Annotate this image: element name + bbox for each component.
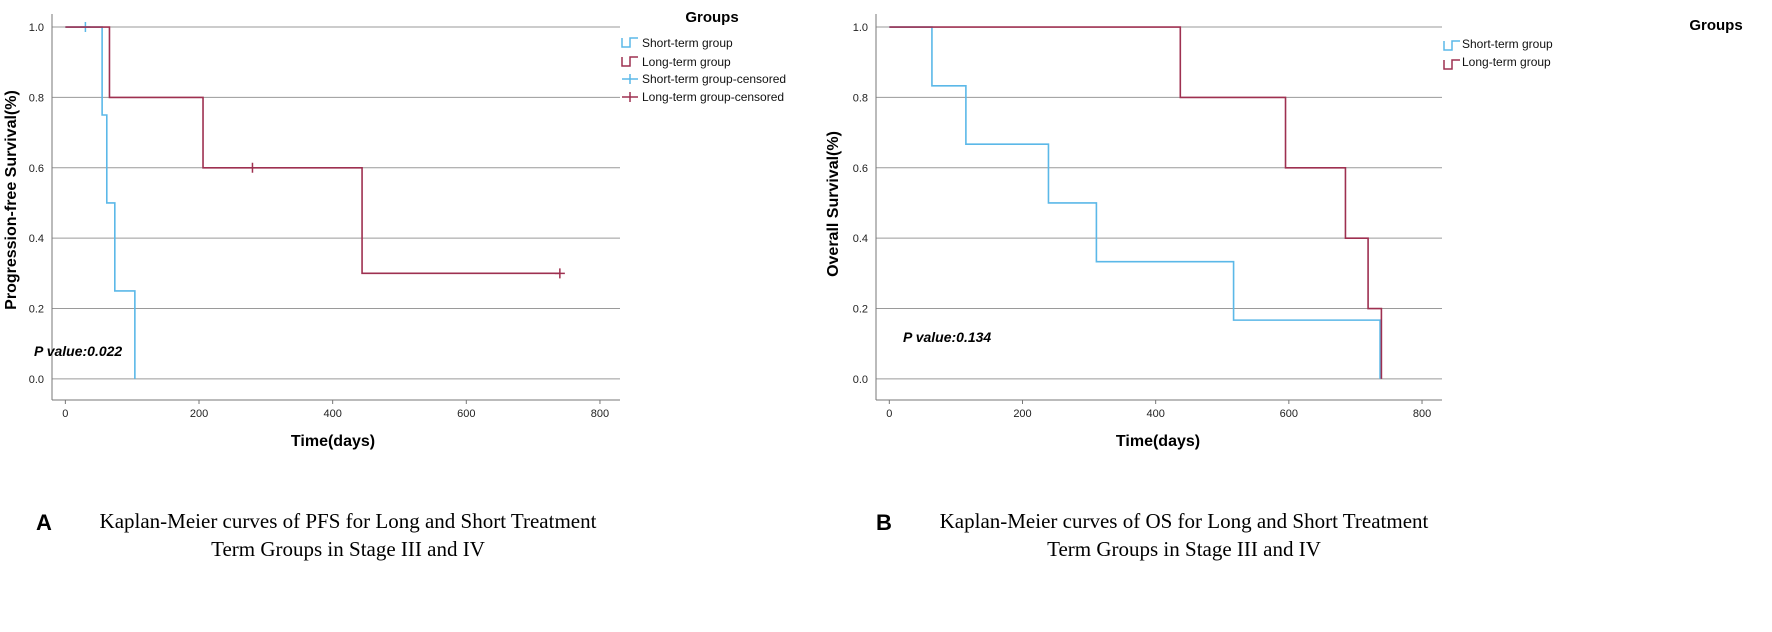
panel-b-x-tick-label: 600 (1280, 408, 1298, 420)
panel-b-y-tick-label: 1.0 (853, 22, 868, 34)
panel-b-y-tick-label: 0.0 (853, 374, 868, 386)
panel-a-caption-line-1: Kaplan-Meier curves of PFS for Long and … (100, 509, 597, 533)
panel-b-axes: 0.0 0.2 0.4 0.6 0.8 1.0 0 200 400 600 800 (853, 14, 1442, 420)
panel-a-censor-mark-long-term-group (247, 162, 258, 173)
panel-a-y-tick-label: 0.4 (29, 233, 44, 245)
panel-b-y-axis-label: Overall Survival(%) (825, 131, 842, 277)
panel-a-legend-swatch-long-term-censored (622, 92, 638, 102)
panel-b-legend-label-long-term: Long-term group (1462, 55, 1551, 69)
panel-b-y-tick-label: 0.2 (853, 304, 868, 316)
panel-a-curve-long-term-group (65, 26, 560, 275)
panel-a-curve-short-term-group (65, 26, 136, 379)
panel-b-legend-swatch-long-term (1443, 59, 1460, 70)
panel-b-caption-line-2: Term Groups in Stage III and IV (1047, 537, 1321, 561)
panel-a-legend: Groups Short-term group Long-term group … (621, 9, 786, 104)
panel-b-y-tick-label: 0.8 (853, 92, 868, 104)
panel-a-pfs-chart: 0.0 0.2 0.4 0.6 0.8 1.0 0 200 400 600 800 Time(day… (3, 9, 786, 561)
panel-a-legend-label-long-term: Long-term group (642, 55, 731, 69)
panel-b-x-axis-label: Time(days) (1116, 433, 1200, 450)
panel-b-x-tick-label: 400 (1146, 408, 1164, 420)
panel-a-y-tick-label: 0.6 (29, 163, 44, 175)
panel-b-x-tick-label: 0 (886, 408, 892, 420)
panel-a-x-tick-label: 600 (457, 408, 475, 420)
panel-b-legend-title: Groups (1689, 17, 1742, 34)
panel-a-letter: A (36, 510, 52, 535)
panel-a-x-tick-label: 400 (323, 408, 341, 420)
panel-b-x-tick-label: 800 (1413, 408, 1431, 420)
panel-b-y-tick-label: 0.6 (853, 163, 868, 175)
panel-b-caption-line-1: Kaplan-Meier curves of OS for Long and S… (940, 509, 1429, 533)
panel-a-y-axis-label: Progression-free Survival(%) (3, 90, 20, 310)
panel-a-censor-mark-long-term-group (554, 268, 565, 279)
panel-b-legend: Groups Short-term group Long-term group (1443, 17, 1743, 70)
panel-a-y-tick-label: 0.8 (29, 92, 44, 104)
panel-b-legend-label-short-term: Short-term group (1462, 37, 1553, 51)
panel-b-curves (889, 26, 1383, 379)
panel-a-y-tick-label: 0.0 (29, 374, 44, 386)
panel-b-curve-long-term-group (889, 26, 1383, 379)
panel-a-x-tick-label: 0 (62, 408, 68, 420)
panel-b-legend-swatch-short-term (1443, 40, 1460, 51)
panel-a-legend-title: Groups (685, 9, 738, 26)
panel-b-y-tick-label: 0.4 (853, 233, 868, 245)
panel-b-os-chart: 0.0 0.2 0.4 0.6 0.8 1.0 0 200 400 600 800 Time(day… (825, 14, 1743, 561)
panel-b-curve-short-term-group (889, 26, 1381, 379)
panel-b-x-tick-label: 200 (1013, 408, 1031, 420)
panel-a-legend-swatch-short-term (621, 37, 638, 48)
panel-a-curves (65, 22, 565, 379)
panel-b-letter: B (876, 510, 892, 535)
panel-a-legend-label-short-term: Short-term group (642, 36, 733, 50)
panel-a-y-tick-label: 1.0 (29, 22, 44, 34)
panel-a-x-tick-label: 200 (190, 408, 208, 420)
panel-a-legend-swatch-long-term (621, 56, 638, 67)
panel-b-p-value: P value:0.134 (903, 329, 991, 345)
panel-a-x-axis-label: Time(days) (291, 433, 375, 450)
panel-a-y-tick-label: 0.2 (29, 304, 44, 316)
panel-a-legend-swatch-short-term-censored (622, 74, 638, 84)
panel-a-p-value: P value:0.022 (34, 343, 122, 359)
panel-a-axes: 0.0 0.2 0.4 0.6 0.8 1.0 0 200 400 600 800 (29, 14, 620, 420)
panel-a-legend-label-short-term-censored: Short-term group-censored (642, 72, 786, 86)
panel-a-x-tick-label: 800 (591, 408, 609, 420)
panel-a-caption-line-2: Term Groups in Stage III and IV (211, 537, 485, 561)
panel-a-legend-label-long-term-censored: Long-term group-censored (642, 90, 784, 104)
